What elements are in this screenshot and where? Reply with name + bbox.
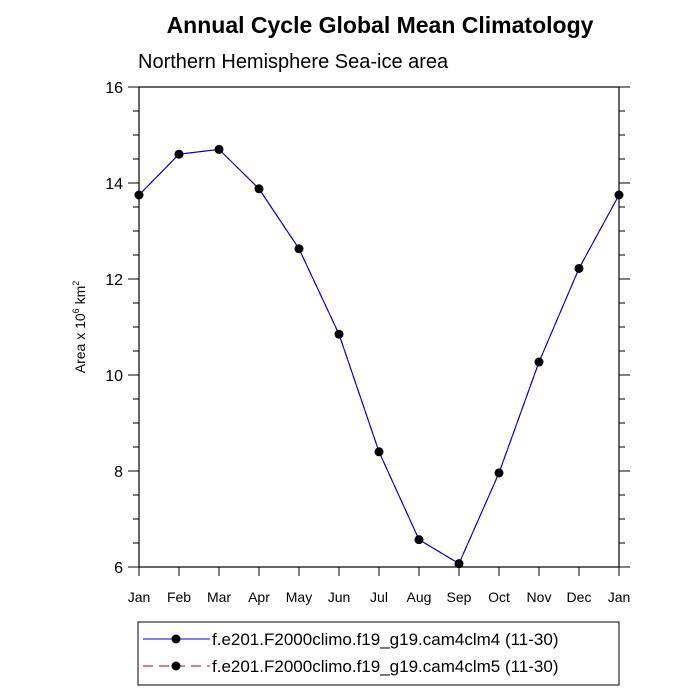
y-axis-label-unit: km (72, 286, 88, 309)
y-tick-label: 10 (105, 368, 123, 385)
x-tick-label: Aug (407, 589, 432, 605)
x-tick-label: Jan (128, 589, 151, 605)
x-tick-label: Dec (567, 589, 592, 605)
x-tick-label: Jul (370, 589, 388, 605)
data-point (214, 144, 224, 154)
data-point (574, 263, 584, 273)
x-tick-label: Mar (207, 589, 231, 605)
x-tick-label: May (286, 589, 312, 605)
y-tick-label: 12 (105, 272, 123, 289)
data-point (414, 535, 424, 545)
data-point (374, 447, 384, 457)
legend-label: f.e201.F2000climo.f19_g19.cam4clm5 (11-3… (212, 657, 558, 676)
data-point (534, 357, 544, 367)
data-point (494, 468, 504, 478)
legend-box (137, 621, 620, 686)
chart-subtitle: Northern Hemisphere Sea-ice area (138, 51, 449, 73)
data-point (174, 149, 184, 159)
plot-frame (138, 86, 620, 568)
y-tick-label: 14 (105, 176, 123, 193)
series-line (138, 148, 620, 565)
x-tick-label: Oct (488, 589, 510, 605)
data-point (294, 244, 304, 254)
legend-marker (171, 634, 181, 644)
x-tick-label: Nov (527, 589, 552, 605)
x-tick-label: Sep (447, 589, 472, 605)
series-layer (134, 144, 624, 569)
chart-title: Annual Cycle Global Mean Climatology (167, 12, 594, 38)
y-tick-label: 8 (114, 464, 123, 481)
y-tick-label: 6 (114, 560, 123, 577)
y-tick-label: 16 (105, 80, 123, 97)
axis-ticks: 6 8 10 12 14 16 Jan Feb Mar Apr May Jun Jul Aug Sep Oct… (105, 80, 630, 605)
y-axis-label-unit-exp: 2 (71, 281, 81, 286)
x-tick-label: Apr (248, 589, 270, 605)
y-axis-label-prefix: Area x 10 (72, 313, 88, 373)
data-point (254, 184, 264, 194)
series-line (138, 148, 620, 565)
x-tick-label: Jun (328, 589, 351, 605)
x-tick-label: Feb (167, 589, 191, 605)
legend: f.e201.F2000climo.f19_g19.cam4clm4 (11-3… (137, 621, 620, 686)
y-axis-label: Area x 106 km2 (71, 281, 88, 374)
legend-label: f.e201.F2000climo.f19_g19.cam4clm4 (11-3… (212, 630, 558, 649)
x-tick-label: Jan (608, 589, 631, 605)
y-axis-label-exp: 6 (71, 308, 81, 313)
data-point (334, 329, 344, 339)
legend-marker (171, 661, 181, 671)
data-point (454, 559, 464, 569)
